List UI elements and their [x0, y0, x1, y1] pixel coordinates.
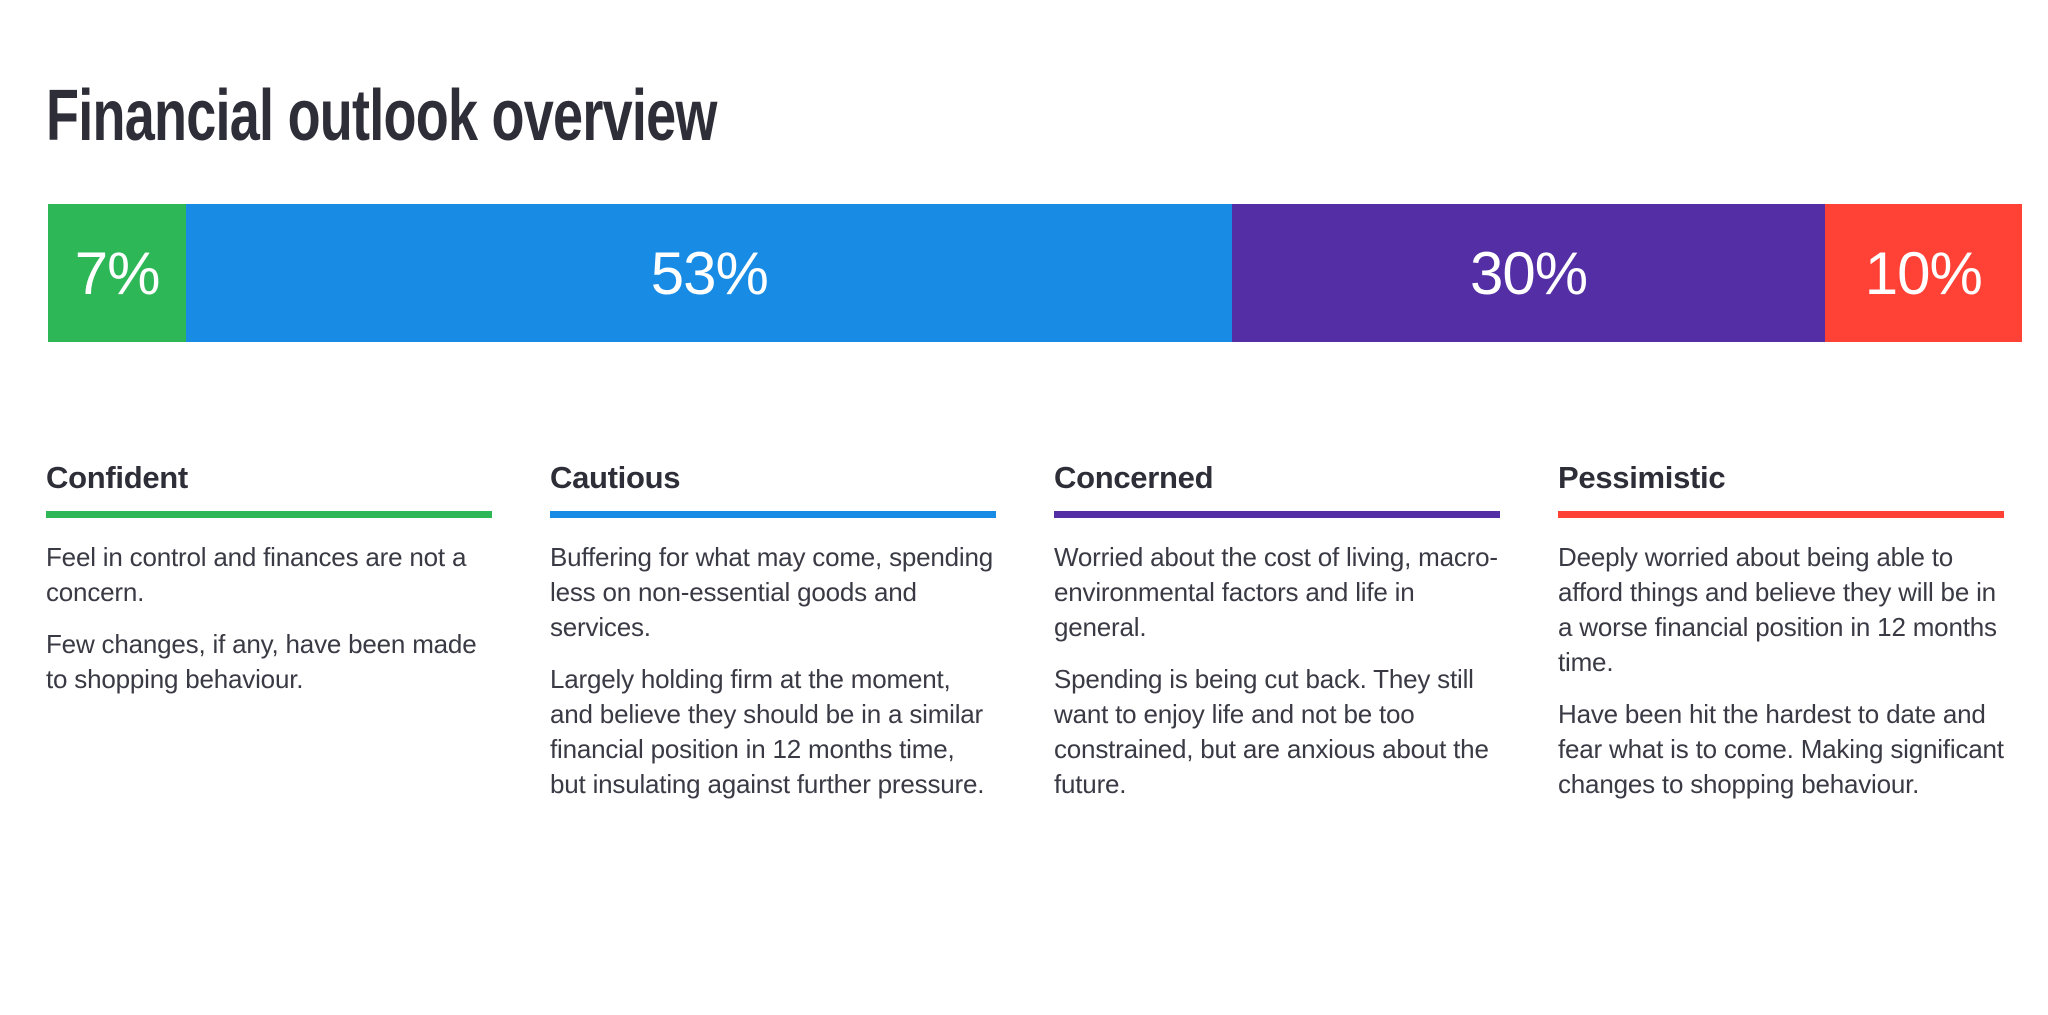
- legend-column-pessimistic-title: Pessimistic: [1558, 460, 1726, 495]
- page-title: Financial outlook overview: [46, 76, 717, 156]
- legend-column-pessimistic-rule: [1558, 511, 2004, 518]
- legend-column-cautious-rule: [550, 511, 996, 518]
- legend-column-confident-paragraph-2: Few changes, if any, have been made to s…: [46, 629, 477, 694]
- legend-column-concerned-rule: [1054, 511, 1500, 518]
- legend-column-concerned-paragraph-1: Worried about the cost of living, macro-…: [1054, 542, 1498, 642]
- bar-segment-pessimistic: 10%: [1824, 204, 2023, 342]
- bar-segment-pessimistic-label: 10%: [1864, 239, 1983, 307]
- bar-segment-concerned-label: 30%: [1469, 239, 1588, 307]
- legend-column-pessimistic-paragraph-1: Deeply worried about being able to affor…: [1558, 542, 1997, 677]
- bar-segment-cautious: 53%: [186, 204, 1233, 342]
- bar-segment-concerned: 30%: [1232, 204, 1825, 342]
- bar-segment-cautious-label: 53%: [650, 239, 769, 307]
- legend-column-concerned: Concerned Worried about the cost of livi…: [1054, 460, 1500, 819]
- legend-column-confident-paragraph-1: Feel in control and finances are not a c…: [46, 542, 467, 607]
- legend-column-pessimistic-paragraph-2: Have been hit the hardest to date and fe…: [1558, 699, 2004, 799]
- bar-segment-confident-label: 7%: [74, 239, 161, 307]
- legend-column-pessimistic: Pessimistic Deeply worried about being a…: [1558, 460, 2004, 819]
- legend-column-confident: Confident Feel in control and finances a…: [46, 460, 492, 819]
- bar-segment-confident: 7%: [48, 204, 187, 342]
- legend-column-cautious-paragraph-2: Largely holding firm at the moment, and …: [550, 664, 985, 799]
- legend-columns: Confident Feel in control and finances a…: [46, 460, 2004, 819]
- legend-column-confident-rule: [46, 511, 492, 518]
- legend-column-concerned-title: Concerned: [1054, 460, 1214, 495]
- legend-column-concerned-paragraph-2: Spending is being cut back. They still w…: [1054, 664, 1489, 799]
- legend-column-cautious: Cautious Buffering for what may come, sp…: [550, 460, 996, 819]
- legend-column-confident-title: Confident: [46, 460, 188, 495]
- legend-column-cautious-paragraph-1: Buffering for what may come, spending le…: [550, 542, 994, 642]
- legend-column-cautious-title: Cautious: [550, 460, 681, 495]
- stacked-bar-chart: 7% 53% 30% 10%: [48, 204, 2023, 342]
